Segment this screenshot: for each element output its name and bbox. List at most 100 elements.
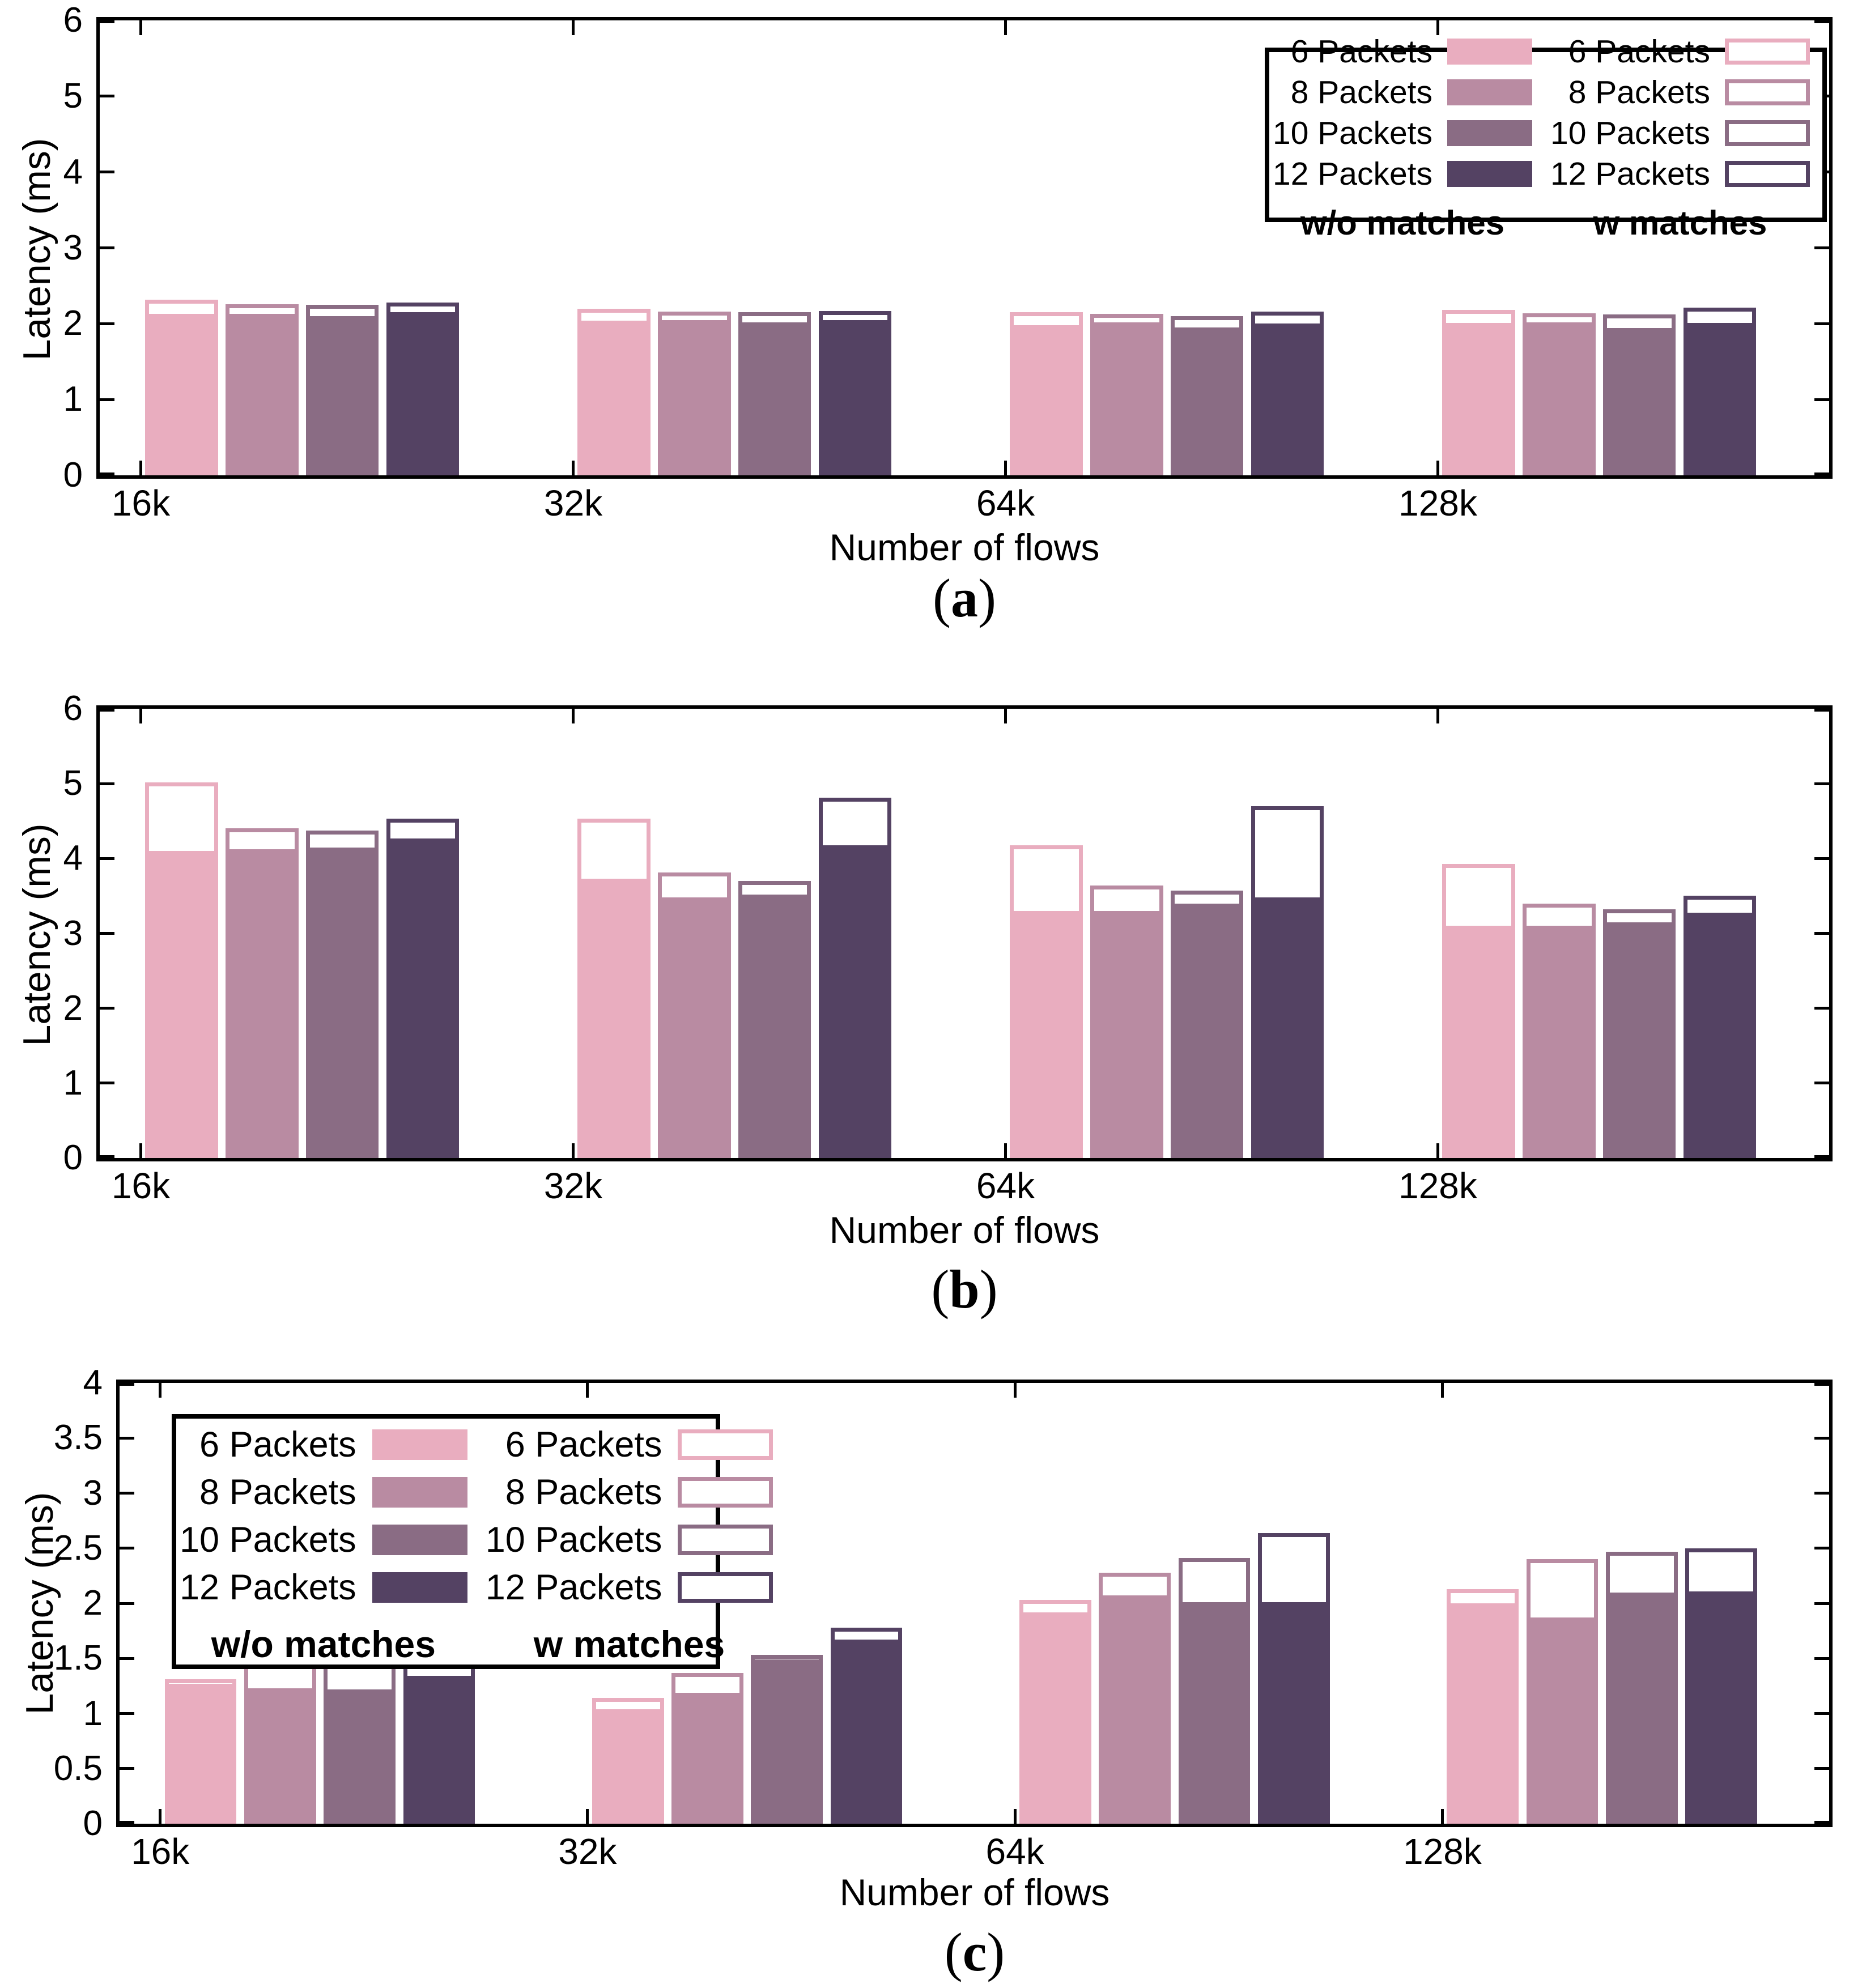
caption-paren: ) bbox=[987, 1922, 1005, 1982]
bar-fill-8-packets bbox=[1090, 910, 1163, 1158]
legend-item-label: 10 Packets bbox=[1273, 114, 1432, 151]
bar-fill-12-packets bbox=[819, 845, 892, 1158]
x-tick-label: 32k bbox=[558, 1831, 617, 1872]
y-tick-left bbox=[100, 398, 114, 401]
legend-item: 10 Packets bbox=[1273, 116, 1532, 150]
bar-fill-12-packets bbox=[1258, 1602, 1330, 1824]
bar-fill-10-packets bbox=[306, 316, 379, 475]
y-tick-label: 2 bbox=[83, 1583, 103, 1623]
y-tick-left bbox=[100, 1007, 114, 1010]
x-tick-label: 64k bbox=[976, 483, 1035, 523]
legend-item: 6 Packets bbox=[180, 1425, 467, 1464]
legend-item-label: 6 Packets bbox=[505, 1425, 662, 1465]
legend-swatch-filled bbox=[1447, 160, 1532, 187]
y-tick-label: 1 bbox=[83, 1693, 103, 1733]
legend-item-label: 12 Packets bbox=[1273, 155, 1432, 192]
y-tick-label: 3 bbox=[83, 1473, 103, 1513]
bar-fill-6-packets bbox=[592, 1709, 664, 1824]
bar-fill-10-packets bbox=[1605, 1592, 1678, 1824]
y-tick-right bbox=[1814, 782, 1829, 785]
y-tick-left bbox=[100, 1155, 114, 1158]
legend-item: 12 Packets bbox=[1273, 157, 1532, 191]
legend-swatch-outline bbox=[1725, 160, 1810, 187]
bar-fill-10-packets bbox=[738, 894, 811, 1158]
y-tick-label: 6 bbox=[63, 1, 83, 40]
caption-letter: a bbox=[951, 568, 978, 628]
legend-item: 8 Packets bbox=[486, 1473, 773, 1512]
caption-letter: c bbox=[962, 1922, 987, 1982]
y-tick-left bbox=[100, 1082, 114, 1085]
legend-item-label: 10 Packets bbox=[180, 1520, 356, 1560]
legend-swatch-outline bbox=[1725, 120, 1810, 146]
x-tick-bottom bbox=[1013, 1809, 1017, 1824]
legend-item: 12 Packets bbox=[180, 1568, 467, 1607]
legend-item: 12 Packets bbox=[1550, 157, 1810, 191]
legend-swatch-outline bbox=[1725, 79, 1810, 105]
bar-fill-6-packets bbox=[145, 851, 218, 1158]
legend-swatch-filled bbox=[1447, 120, 1532, 146]
y-tick-right bbox=[1814, 709, 1829, 712]
y-tick-right bbox=[1814, 1712, 1829, 1715]
panel-caption-a: (a) bbox=[851, 567, 1078, 629]
y-tick-left bbox=[120, 1657, 134, 1660]
x-tick-label: 32k bbox=[543, 483, 603, 523]
y-tick-label: 3.5 bbox=[53, 1418, 103, 1458]
legend-item: 10 Packets bbox=[180, 1521, 467, 1559]
bar-fill-6-packets bbox=[164, 1684, 237, 1824]
bar-fill-8-packets bbox=[658, 897, 731, 1158]
x-axis-label: Number of flows bbox=[829, 526, 1100, 568]
bar-fill-6-packets bbox=[1442, 323, 1515, 475]
y-tick-right bbox=[1814, 20, 1829, 23]
y-tick-label: 4 bbox=[83, 1363, 103, 1402]
bar-fill-8-packets bbox=[226, 313, 299, 475]
x-tick-top bbox=[586, 1383, 589, 1398]
y-tick-left bbox=[100, 322, 114, 325]
legend-swatch-filled bbox=[372, 1477, 467, 1508]
y-tick-right bbox=[1814, 1383, 1829, 1386]
x-tick-top bbox=[139, 20, 142, 35]
y-tick-right bbox=[1814, 857, 1829, 860]
legend-box: 6 Packets 8 Packets 10 Packets 12 Packets w/… bbox=[1265, 35, 1827, 242]
y-tick-right bbox=[1814, 1436, 1829, 1440]
y-tick-label: 0 bbox=[83, 1804, 103, 1843]
x-tick-bottom bbox=[159, 1809, 162, 1824]
legend-swatch-outline bbox=[678, 1525, 773, 1555]
x-tick-bottom bbox=[1436, 1143, 1439, 1158]
caption-paren: ) bbox=[978, 568, 996, 628]
bar-fill-8-packets bbox=[658, 320, 731, 475]
y-tick-left bbox=[100, 246, 114, 249]
x-tick-top bbox=[571, 20, 575, 35]
y-tick-label: 1.5 bbox=[53, 1638, 103, 1678]
x-tick-bottom bbox=[571, 1143, 575, 1158]
legend-column-outline: 6 Packets 8 Packets 10 Packets 12 Packets w … bbox=[1547, 35, 1825, 242]
legend-item-label: 10 Packets bbox=[1550, 114, 1710, 151]
bar-fill-10-packets bbox=[1603, 922, 1676, 1158]
plot-area-b: 0 1 2 3 4 5 6 16k 32k 64k 128k bbox=[63, 689, 1833, 1206]
legend-item: 8 Packets bbox=[1550, 75, 1810, 109]
bar-fill-12-packets bbox=[403, 1676, 475, 1824]
bar-fill-6-packets bbox=[145, 313, 218, 475]
x-tick-top bbox=[159, 1383, 162, 1398]
x-tick-top bbox=[1436, 709, 1439, 723]
bar-fill-10-packets bbox=[1603, 328, 1676, 475]
y-tick-label: 0.5 bbox=[53, 1748, 103, 1788]
bar-fill-6-packets bbox=[1447, 1603, 1519, 1824]
y-tick-label: 5 bbox=[63, 764, 83, 803]
bar-fill-10-packets bbox=[1171, 903, 1244, 1158]
y-tick-label: 6 bbox=[63, 689, 83, 728]
y-tick-right bbox=[1814, 246, 1829, 249]
x-tick-bottom bbox=[139, 461, 142, 475]
bar-fill-8-packets bbox=[1526, 1617, 1599, 1824]
legend-item: 10 Packets bbox=[1550, 116, 1810, 150]
legend-group-title: w/o matches bbox=[1300, 203, 1505, 242]
legend-swatch-outline bbox=[678, 1572, 773, 1603]
y-tick-right bbox=[1814, 1547, 1829, 1550]
bar-fill-10-packets bbox=[306, 847, 379, 1158]
bar-fill-10-packets bbox=[324, 1689, 396, 1824]
y-tick-label: 2 bbox=[63, 988, 83, 1028]
y-tick-left bbox=[120, 1712, 134, 1715]
panel-c: Latency (ms) 0 0.5 1 1.5 2 2.5 3 3.5 4 16k 32k 64k 1… bbox=[0, 1320, 1862, 1988]
x-tick-label: 16k bbox=[111, 1165, 171, 1206]
caption-paren: ( bbox=[933, 568, 951, 628]
bar-fill-12-packets bbox=[1685, 1591, 1757, 1824]
